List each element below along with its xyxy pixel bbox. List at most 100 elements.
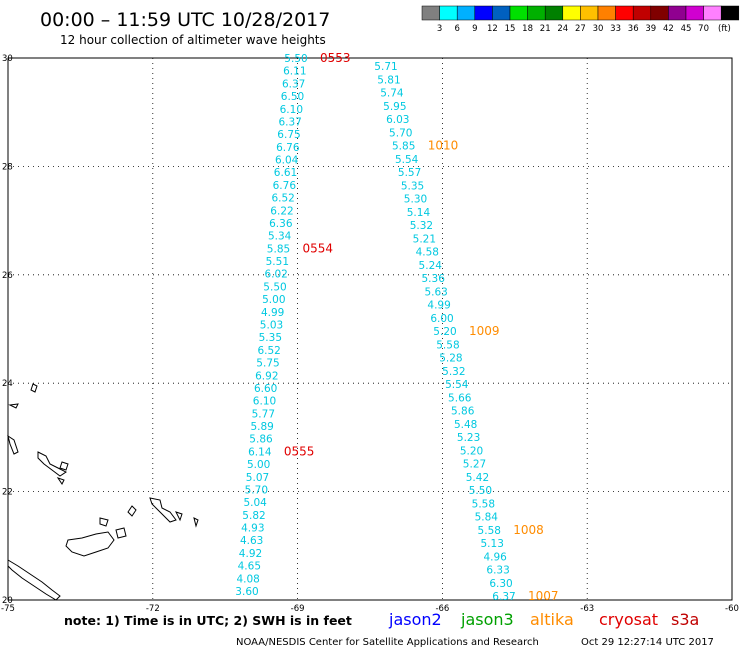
legend-jason3-label: jason3 (460, 610, 514, 629)
wave-height-value: 5.63 (424, 286, 447, 298)
colorbar-swatch (650, 5, 669, 21)
footer-timestamp: Oct 29 12:27:14 UTC 2017 (581, 637, 714, 648)
wave-height-value: 5.58 (478, 525, 501, 537)
wave-height-value: 5.30 (404, 194, 427, 206)
legend-cryosat-label: cryosat (599, 610, 658, 629)
legend-note: note: 1) Time is in UTC; 2) SWH is in fe… (64, 613, 352, 628)
wave-height-value: 6.37 (278, 116, 301, 128)
wave-height-value: 5.95 (383, 101, 406, 113)
longitude-tick-labels: -75 -72 -69 -66 -63 -60 (1, 604, 739, 614)
wave-height-value: 6.33 (486, 565, 509, 577)
wave-height-value: 5.89 (250, 421, 273, 433)
wave-height-value: 5.32 (410, 220, 433, 232)
wave-height-value: 5.84 (475, 512, 499, 524)
colorbar-tick-label: 27 (575, 24, 586, 34)
wave-height-value: 5.07 (246, 472, 269, 484)
wave-height-value: 5.20 (460, 445, 483, 457)
wave-height-value: 6.22 (270, 205, 293, 217)
colorbar-tick-label: 39 (645, 24, 656, 34)
wave-height-value: 5.20 (433, 326, 456, 338)
wave-height-value: 6.14 (248, 446, 272, 458)
latitude-tick: 28 (2, 162, 13, 172)
wave-height-value: 5.23 (457, 432, 480, 444)
wave-height-value: 5.50 (263, 281, 286, 293)
wave-height-value: 4.08 (236, 573, 259, 585)
colorbar-swatch (597, 5, 616, 21)
wave-height-value: 6.10 (280, 104, 303, 116)
map-gridlines (8, 58, 732, 600)
colorbar-tick-label: 6 (454, 24, 459, 34)
colorbar-tick-label: 18 (522, 24, 533, 34)
wave-height-value: 4.93 (241, 523, 264, 535)
colorbar-swatch (439, 5, 458, 21)
wave-height-value: 6.00 (430, 313, 453, 325)
colorbar-tick-label: 36 (628, 24, 639, 34)
wave-height-value: 6.60 (254, 383, 277, 395)
wave-height-value: 4.63 (240, 535, 263, 547)
colorbar-swatch (562, 5, 581, 21)
wave-height-value: 5.86 (451, 406, 475, 418)
wave-height-value: 4.96 (483, 551, 507, 563)
wave-height-value: 5.28 (439, 353, 462, 365)
wave-height-value: 6.52 (257, 345, 280, 357)
colorbar-swatch (720, 5, 740, 21)
longitude-tick: -69 (291, 604, 305, 614)
wave-height-value: 5.77 (252, 408, 275, 420)
wave-height-value: 6.76 (276, 142, 300, 154)
colorbar-swatch (703, 5, 722, 21)
wave-height-value: 5.66 (448, 392, 472, 404)
wave-height-value: 5.50 (284, 53, 307, 65)
wave-height-value: 6.61 (274, 167, 297, 179)
colorbar-swatch (580, 5, 599, 21)
wave-height-value: 5.50 (469, 485, 492, 497)
colorbar-tick-label: 30 (593, 24, 604, 34)
cryosat-track-values: 5.506.116.376.506.106.376.756.766.046.61… (235, 51, 350, 598)
longitude-tick: -72 (146, 604, 160, 614)
legend-s3a-label: s3a (671, 610, 699, 629)
wave-height-value: 4.58 (416, 247, 439, 259)
wave-height-value: 6.36 (269, 218, 293, 230)
wave-height-value: 5.24 (419, 260, 443, 272)
colorbar-swatch (509, 5, 528, 21)
colorbar-tick-label: 3 (437, 24, 442, 34)
wave-height-value: 5.58 (472, 498, 495, 510)
wave-height-value: 5.82 (242, 510, 265, 522)
wave-height-value: 5.85 (392, 141, 415, 153)
colorbar-tick-label: 70 (698, 24, 709, 34)
map-frame (7, 57, 733, 601)
colorbar-swatch (668, 5, 687, 21)
coastline-islands (7, 383, 199, 601)
longitude-tick: -66 (435, 604, 449, 614)
wave-height-value: 5.32 (442, 366, 465, 378)
latitude-tick: 26 (2, 271, 13, 281)
legend-altika-label: altika (530, 610, 574, 629)
wave-height-value: 3.60 (235, 586, 258, 598)
wave-height-colorbar: 3 6 9 12 15 18 21 24 27 30 33 36 39 42 45 70 (421, 5, 740, 34)
wave-height-value: 4.92 (239, 548, 262, 560)
wave-height-value: 5.54 (395, 154, 419, 166)
colorbar-tick-label: 9 (472, 24, 477, 34)
wave-height-value: 5.70 (389, 127, 412, 139)
wave-height-value: 6.03 (386, 114, 409, 126)
longitude-tick: -75 (1, 604, 15, 614)
wave-height-value: 5.00 (247, 459, 270, 471)
latitude-tick: 22 (2, 488, 13, 498)
wave-height-value: 4.99 (427, 300, 450, 312)
wave-height-value: 5.42 (466, 472, 489, 484)
wave-height-value: 5.70 (245, 484, 268, 496)
wave-height-value: 5.13 (481, 538, 504, 550)
colorbar-tick-label: 42 (663, 24, 674, 34)
footer-credit: NOAA/NESDIS Center for Satellite Applica… (236, 637, 539, 648)
wave-height-value: 5.71 (374, 61, 397, 73)
colorbar-swatch (685, 5, 704, 21)
figure-title: 00:00 – 11:59 UTC 10/28/2017 (40, 9, 330, 31)
wave-height-value: 4.99 (261, 307, 284, 319)
wave-height-value: 5.36 (422, 273, 446, 285)
overpass-time-label: 1007 (528, 589, 559, 603)
overpass-time-label: 0554 (303, 241, 334, 255)
wave-height-value: 5.34 (268, 231, 292, 243)
wave-height-value: 5.51 (266, 256, 289, 268)
longitude-tick: -60 (725, 604, 739, 614)
wave-height-value: 5.27 (463, 459, 486, 471)
longitude-tick: -63 (580, 604, 594, 614)
